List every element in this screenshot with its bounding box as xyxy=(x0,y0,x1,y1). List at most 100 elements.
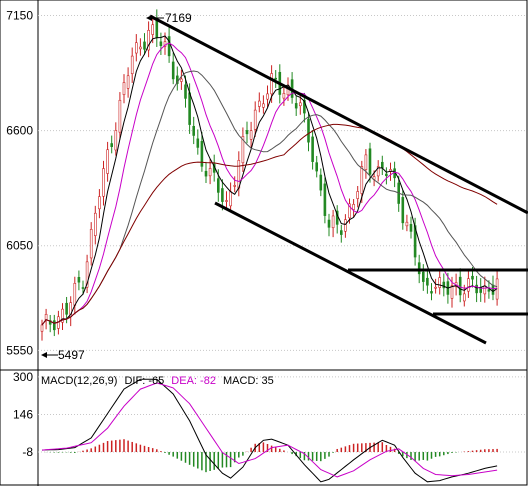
price-candle-body-up xyxy=(331,215,335,229)
price-candle-body-up xyxy=(450,285,454,299)
price-candle-body-up xyxy=(122,82,126,95)
price-candle-body-down xyxy=(303,99,306,114)
price-candle-body-up xyxy=(151,24,154,35)
price-candle-body-down xyxy=(81,287,85,289)
macd-tick-label: -8 xyxy=(22,445,33,459)
price-candle-body-up xyxy=(98,196,101,210)
macd-title: MACD(12,26,9) xyxy=(41,375,117,387)
macd-tick-label: 300 xyxy=(13,370,33,384)
price-candle-body-up xyxy=(130,55,134,75)
price-candle-body-down xyxy=(487,289,491,292)
price-candle-body-down xyxy=(184,84,187,99)
dea-label: DEA: xyxy=(171,375,197,387)
price-candle-body-up xyxy=(73,283,77,306)
price-candle-body-down xyxy=(77,276,81,283)
price-candle-body-down xyxy=(48,320,52,325)
price-candle-body-up xyxy=(102,168,105,197)
price-candle-body-up xyxy=(61,308,64,323)
price-candle-body-up xyxy=(282,93,286,99)
price-candle-body-down xyxy=(294,103,298,109)
price-candle-body-down xyxy=(421,271,425,282)
price-candle-body-down xyxy=(401,197,405,224)
dif-label: DIF: xyxy=(124,375,145,387)
price-candle-body-up xyxy=(434,286,437,289)
macd-tick-label: 146 xyxy=(13,407,33,421)
price-candle-body-down xyxy=(491,284,495,295)
price-tick-label: 7150 xyxy=(6,8,33,22)
price-candle-body-up xyxy=(344,219,347,232)
price-candle-body-up xyxy=(462,293,466,302)
price-candle-body-up xyxy=(237,160,241,189)
price-candle-body-up xyxy=(483,285,487,295)
ma60-line xyxy=(41,123,498,326)
price-tick-labels: 5550 6050 6600 7150 xyxy=(6,8,33,357)
price-candle-body-down xyxy=(274,77,278,80)
trend-line-lower xyxy=(214,201,487,345)
price-candle-body-up xyxy=(89,229,93,259)
price-candle-body-down xyxy=(475,284,478,294)
price-candle-body-down xyxy=(307,118,310,143)
price-candle-body-up xyxy=(257,100,261,107)
price-candle-body-down xyxy=(171,61,175,80)
high-annotation-label: 7169 xyxy=(165,11,192,25)
macd-histogram xyxy=(45,439,498,473)
price-candle-body-down xyxy=(311,136,314,162)
price-candle-body-up xyxy=(270,73,273,95)
price-panel: 5550 6050 6600 7150 7169 5497 xyxy=(0,0,528,371)
price-candle-body-up xyxy=(467,278,470,292)
price-candle-body-down xyxy=(200,140,204,167)
price-candle-body-up xyxy=(360,166,364,194)
price-candle-body-down xyxy=(426,277,429,286)
price-candle-body-down xyxy=(442,281,446,289)
price-candle-body-down xyxy=(245,130,249,135)
price-candle-body-down xyxy=(188,92,191,125)
price-candle-body-down xyxy=(204,170,208,177)
price-tick-label: 5550 xyxy=(6,343,33,357)
high-annotation: 7169 xyxy=(146,11,192,25)
price-candle-body-up xyxy=(147,30,150,51)
price-candle-body-down xyxy=(52,320,56,331)
price-candle-body-up xyxy=(225,200,228,202)
price-candle-body-down xyxy=(176,75,179,84)
price-candle-body-up xyxy=(163,41,167,47)
price-candle-body-down xyxy=(380,161,384,169)
macd-value: 35 xyxy=(262,375,274,387)
price-candle-body-up xyxy=(94,212,97,236)
price-candle-body-up xyxy=(85,261,89,288)
low-annotation: 5497 xyxy=(41,348,85,362)
ma5-line xyxy=(41,35,498,326)
macd-label: MACD: xyxy=(223,375,258,387)
price-candle-body-down xyxy=(221,188,224,202)
price-candle-body-down xyxy=(167,36,171,57)
price-candle-body-down xyxy=(471,275,474,280)
macd-panel-border xyxy=(0,369,528,486)
price-candle-body-up xyxy=(262,103,265,108)
price-candle-body-up xyxy=(180,78,183,82)
price-candle-body-up xyxy=(438,277,442,288)
macd-legend: MACD(12,26,9) DIF: -65 DEA: -82 MACD: 35 xyxy=(41,375,274,387)
moving-average-lines xyxy=(41,35,498,326)
price-candle-body-down xyxy=(319,174,323,191)
dea-value: -82 xyxy=(200,375,216,387)
price-candle-body-up xyxy=(298,102,302,107)
price-panel-border xyxy=(0,0,528,371)
macd-panel: -8 146 300 MACD(12,26,9) DIF: -65 DEA: -82… xyxy=(0,369,528,486)
price-candle-body-up xyxy=(139,46,142,50)
price-candle-body-down xyxy=(368,148,372,175)
price-candle-body-down xyxy=(65,302,68,315)
price-candle-body-down xyxy=(385,173,388,177)
price-tick-label: 6050 xyxy=(6,239,33,253)
price-candle-body-down xyxy=(196,138,200,148)
price-candle-body-down xyxy=(192,125,195,136)
macd-lines xyxy=(41,378,498,483)
price-candle-body-down xyxy=(339,230,343,235)
dea-line xyxy=(41,382,498,478)
price-candle-body-up xyxy=(114,130,118,151)
price-candle-body-down xyxy=(417,262,421,275)
price-candle-body-down xyxy=(159,41,163,46)
price-candle-body-up xyxy=(356,191,360,199)
price-candle-body-up xyxy=(233,185,236,187)
price-candle-body-down xyxy=(110,143,113,147)
price-candle-body-down xyxy=(217,178,220,193)
price-candle-body-up xyxy=(229,191,232,207)
